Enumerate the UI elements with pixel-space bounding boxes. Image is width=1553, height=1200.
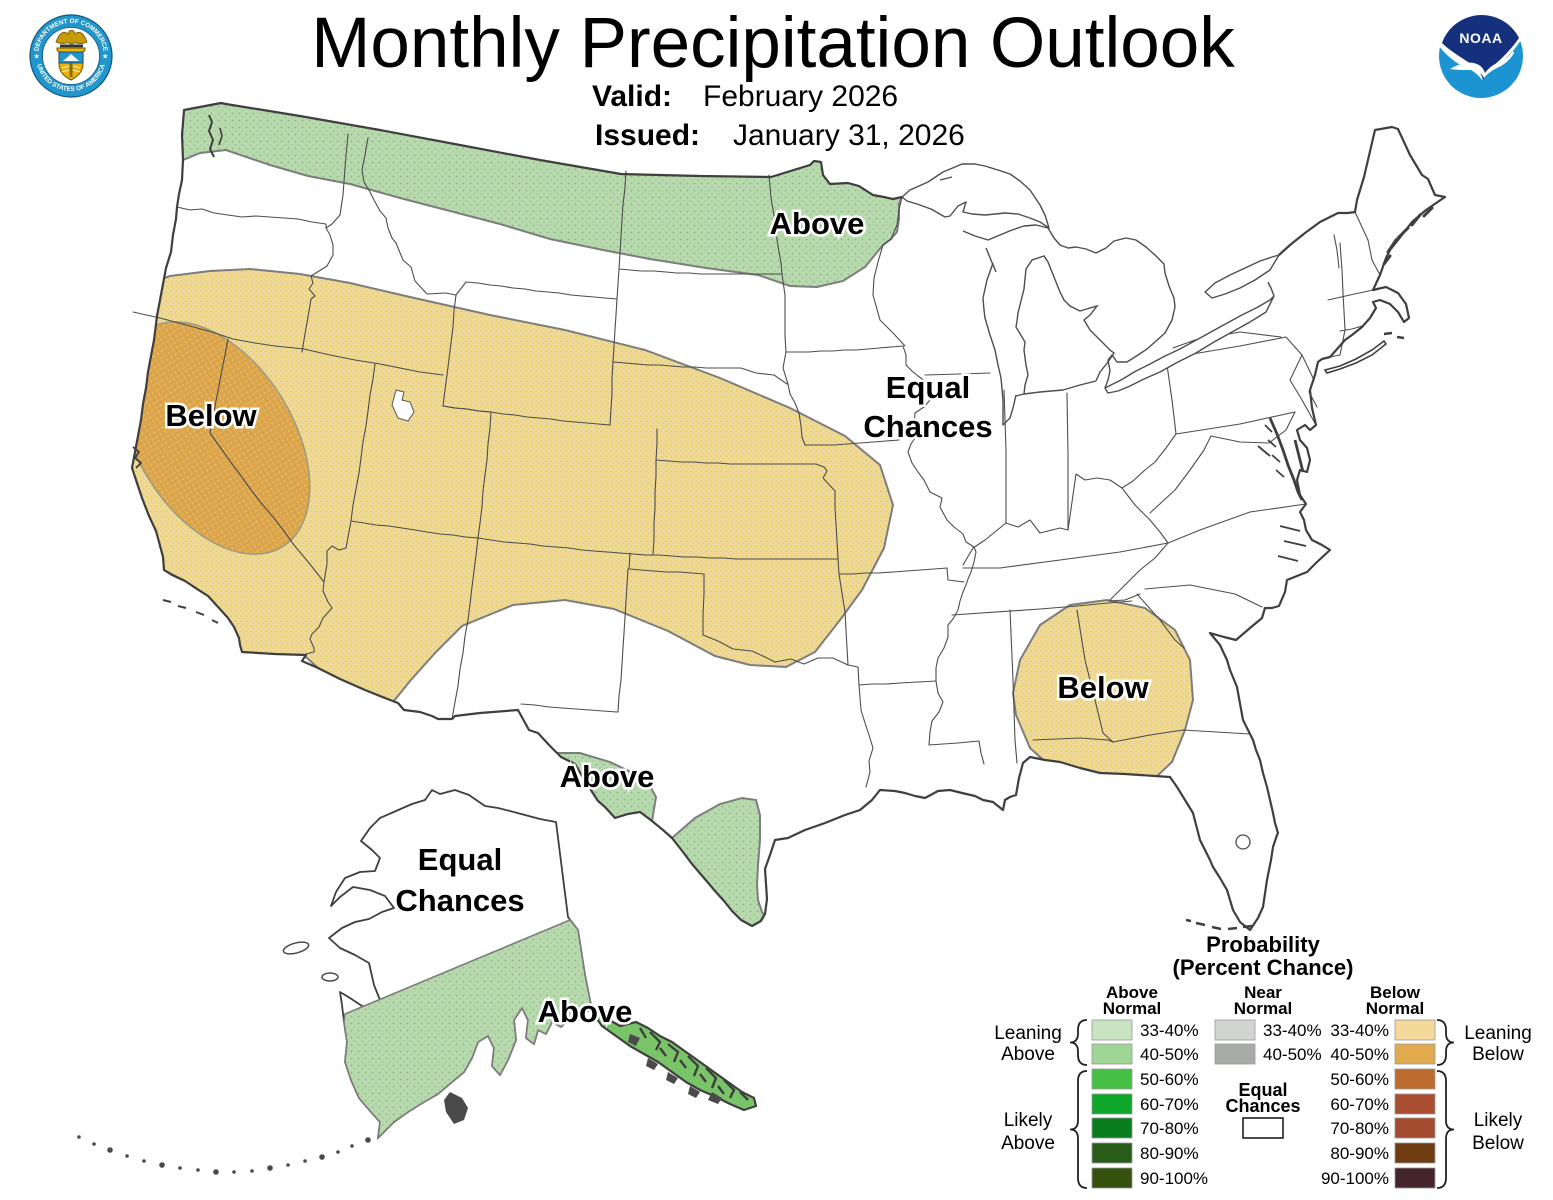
svg-text:Below: Below — [1057, 670, 1149, 705]
svg-text:Below: Below — [1472, 1133, 1524, 1154]
svg-text:Below: Below — [165, 398, 257, 433]
svg-text:Likely: Likely — [1004, 1110, 1053, 1131]
svg-text:★: ★ — [34, 53, 40, 61]
svg-text:Chances: Chances — [1225, 1096, 1300, 1116]
svg-text:Equal: Equal — [418, 842, 502, 877]
svg-text:40-50%: 40-50% — [1330, 1045, 1389, 1064]
svg-text:60-70%: 60-70% — [1330, 1095, 1389, 1114]
svg-text:40-50%: 40-50% — [1263, 1045, 1322, 1064]
svg-text:50-60%: 50-60% — [1140, 1070, 1199, 1089]
svg-text:Above: Above — [770, 206, 865, 241]
svg-text:★: ★ — [102, 53, 108, 61]
svg-text:Above: Above — [1001, 1044, 1055, 1065]
svg-text:90-100%: 90-100% — [1140, 1169, 1208, 1188]
svg-text:Below: Below — [1370, 983, 1421, 1002]
svg-text:60-70%: 60-70% — [1140, 1095, 1199, 1114]
svg-text:40-50%: 40-50% — [1140, 1045, 1199, 1064]
svg-text:Equal: Equal — [886, 370, 970, 405]
svg-text:70-80%: 70-80% — [1140, 1119, 1199, 1138]
svg-text:Likely: Likely — [1474, 1110, 1523, 1131]
svg-text:Normal: Normal — [1103, 999, 1162, 1018]
svg-text:Valid:: Valid: — [592, 80, 672, 113]
svg-text:Leaning: Leaning — [1464, 1023, 1532, 1044]
svg-text:Above: Above — [1001, 1133, 1055, 1154]
svg-text:Issued:: Issued: — [595, 119, 700, 152]
svg-text:33-40%: 33-40% — [1140, 1021, 1199, 1040]
svg-text:33-40%: 33-40% — [1330, 1021, 1389, 1040]
svg-text:80-90%: 80-90% — [1140, 1144, 1199, 1163]
svg-text:90-100%: 90-100% — [1321, 1169, 1389, 1188]
svg-text:Chances: Chances — [863, 409, 992, 444]
svg-text:(Percent Chance): (Percent Chance) — [1173, 955, 1354, 980]
svg-text:Monthly Precipitation Outlook: Monthly Precipitation Outlook — [311, 4, 1235, 83]
svg-text:Above: Above — [560, 759, 655, 794]
svg-text:Above: Above — [1106, 983, 1158, 1002]
svg-text:NOAA: NOAA — [1459, 30, 1502, 46]
svg-text:Near: Near — [1244, 983, 1282, 1002]
svg-text:50-60%: 50-60% — [1330, 1070, 1389, 1089]
svg-text:Probability: Probability — [1206, 932, 1320, 957]
svg-text:Equal: Equal — [1238, 1080, 1287, 1100]
svg-text:33-40%: 33-40% — [1263, 1021, 1322, 1040]
svg-text:80-90%: 80-90% — [1330, 1144, 1389, 1163]
svg-text:Below: Below — [1472, 1044, 1524, 1065]
svg-text:Leaning: Leaning — [994, 1023, 1062, 1044]
svg-text:Chances: Chances — [395, 883, 524, 918]
svg-text:Normal: Normal — [1234, 999, 1293, 1018]
svg-text:70-80%: 70-80% — [1330, 1119, 1389, 1138]
svg-text:January 31, 2026: January 31, 2026 — [733, 119, 965, 152]
svg-text:Above: Above — [538, 994, 633, 1029]
svg-text:Normal: Normal — [1366, 999, 1425, 1018]
svg-text:February 2026: February 2026 — [703, 80, 898, 113]
